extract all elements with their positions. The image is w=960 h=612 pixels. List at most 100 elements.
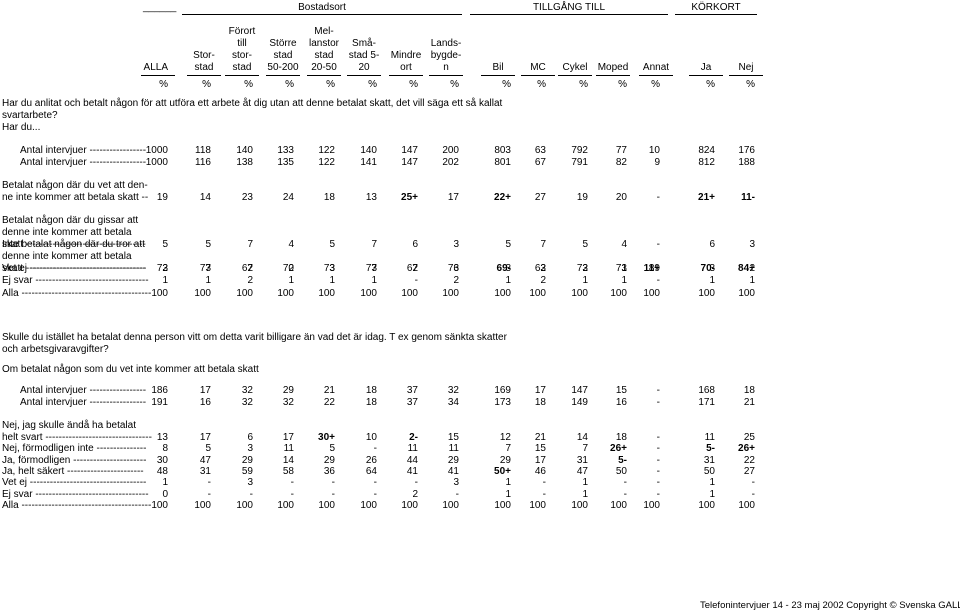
group-header-label: TILLGÅNG TILL xyxy=(532,2,606,13)
table-cell: 1 xyxy=(749,275,755,286)
table-cell: 89 xyxy=(648,263,660,274)
table-cell: 14 xyxy=(199,192,211,203)
row-label: Alla -----------------------------------… xyxy=(2,288,152,299)
row-label: skatt ----------------------------------… xyxy=(2,239,146,250)
table-cell: 801 xyxy=(494,157,511,168)
table-cell: 1 xyxy=(582,489,588,500)
column-underline xyxy=(266,75,300,76)
column-header-line: Lands- xyxy=(430,38,462,49)
table-cell: 29 xyxy=(241,455,253,466)
table-cell: 2 xyxy=(540,263,546,274)
table-cell: 5- xyxy=(618,455,627,466)
column-header-line: Små- xyxy=(352,38,376,49)
table-cell: 6 xyxy=(247,432,253,443)
row-label: denne inte kommer att betala xyxy=(2,227,132,238)
question-text: svartarbete? xyxy=(2,110,58,121)
table-cell: 2 xyxy=(540,275,546,286)
table-cell: 7 xyxy=(371,239,377,250)
table-cell: 31 xyxy=(576,455,588,466)
table-cell: 41 xyxy=(406,466,418,477)
table-cell: 147 xyxy=(401,145,418,156)
table-cell: - xyxy=(373,443,377,454)
row-label: Ja, förmodligen ---------------------- xyxy=(2,455,147,466)
group-underline xyxy=(182,14,462,15)
table-cell: 1 xyxy=(371,275,377,286)
column-underline xyxy=(596,75,630,76)
percent-sign: % xyxy=(537,79,546,90)
table-cell: 3 xyxy=(453,239,459,250)
question-text: och arbetsgivaravgifter? xyxy=(2,344,109,355)
column-header-line: Stor- xyxy=(193,50,215,61)
table-cell: 100 xyxy=(277,288,294,299)
column-underline xyxy=(389,75,423,76)
table-cell: 100 xyxy=(643,500,660,511)
percent-sign: % xyxy=(409,79,418,90)
percent-sign: % xyxy=(326,79,335,90)
table-cell: 4 xyxy=(288,239,294,250)
table-cell: 3 xyxy=(749,239,755,250)
table-cell: 176 xyxy=(738,145,755,156)
table-cell: 100 xyxy=(194,288,211,299)
table-cell: 10 xyxy=(648,145,660,156)
footer-text: Telefonintervjuer 14 - 23 maj 2002 Copyr… xyxy=(700,600,960,611)
table-cell: 31 xyxy=(199,466,211,477)
table-cell: 30 xyxy=(156,455,168,466)
question-text: Skulle du istället ha betalat denna pers… xyxy=(2,332,507,343)
table-cell: 27 xyxy=(534,192,546,203)
table-cell: 100 xyxy=(571,288,588,299)
table-cell: 2 xyxy=(412,263,418,274)
table-cell: 15 xyxy=(534,443,546,454)
column-header-line: Moped xyxy=(597,62,629,73)
column-underline xyxy=(307,75,341,76)
table-cell: 29 xyxy=(282,385,294,396)
table-cell: - xyxy=(656,432,660,443)
table-cell: 122 xyxy=(318,145,335,156)
table-cell: 147 xyxy=(401,157,418,168)
row-label: Inte betalat någon där du tror att xyxy=(2,239,145,250)
table-cell: 1 xyxy=(505,477,511,488)
table-cell: 64 xyxy=(365,466,377,477)
table-cell: 16 xyxy=(615,397,627,408)
table-cell: - xyxy=(542,489,546,500)
table-cell: 812 xyxy=(698,157,715,168)
table-cell: 5 xyxy=(205,443,211,454)
group-underline xyxy=(470,14,668,15)
column-underline xyxy=(729,75,763,76)
row-label: Antal intervjuer ----------------- xyxy=(20,385,147,396)
table-cell: 41 xyxy=(447,466,459,477)
table-cell: 58 xyxy=(282,466,294,477)
table-cell: 31 xyxy=(703,455,715,466)
table-cell: 18 xyxy=(323,192,335,203)
table-cell: - xyxy=(656,455,660,466)
column-header-line: 50-200 xyxy=(267,62,299,73)
column-header-line: Större xyxy=(269,38,297,49)
table-cell: 100 xyxy=(151,500,168,511)
table-cell: 11 xyxy=(283,443,294,454)
table-cell: - xyxy=(623,489,627,500)
table-cell: 29 xyxy=(323,455,335,466)
table-cell: 18 xyxy=(365,397,377,408)
table-cell: 100 xyxy=(151,288,168,299)
table-cell: 7 xyxy=(247,239,253,250)
table-cell: 122 xyxy=(318,157,335,168)
column-header-line: lanstor xyxy=(308,38,339,49)
table-cell: 791 xyxy=(571,157,588,168)
column-underline xyxy=(558,75,592,76)
table-cell: 2- xyxy=(409,432,418,443)
table-cell: - xyxy=(656,477,660,488)
table-cell: 1 xyxy=(205,275,211,286)
table-cell: 21+ xyxy=(698,192,715,203)
table-cell: 11 xyxy=(704,432,715,443)
table-cell: 3 xyxy=(247,477,253,488)
table-cell: 24 xyxy=(282,192,294,203)
table-cell: - xyxy=(455,489,459,500)
table-cell: 140 xyxy=(360,145,377,156)
table-cell: 3 xyxy=(247,443,253,454)
row-label: skatt ----------------------------------… xyxy=(2,263,146,274)
table-cell: 138 xyxy=(236,157,253,168)
table-cell: 6 xyxy=(709,239,715,250)
column-underline xyxy=(141,75,175,76)
table-cell: 26 xyxy=(365,455,377,466)
row-label: Antal intervjuer ----------------- xyxy=(20,145,147,156)
table-cell: 100 xyxy=(529,288,546,299)
